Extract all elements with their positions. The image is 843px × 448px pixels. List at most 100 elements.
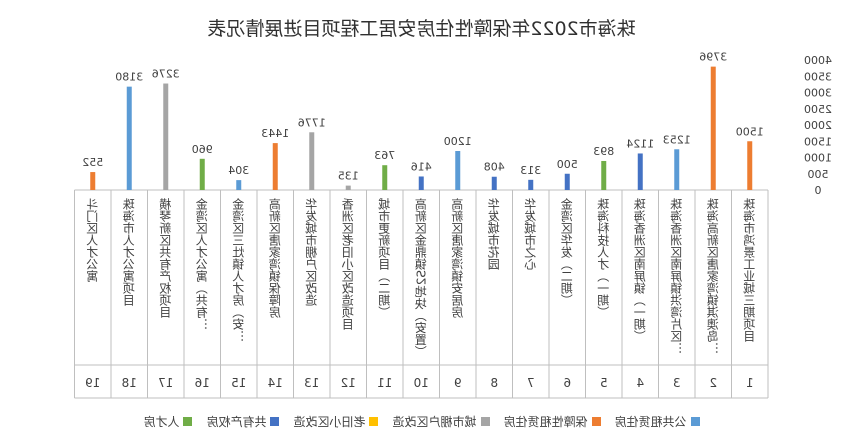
data-label: 135 [338,170,359,183]
category-index: 3 [673,376,681,390]
legend-label: 公共租赁住房 [614,414,687,429]
category-index: 5 [600,376,608,390]
category-index: 18 [122,376,137,390]
bar [236,180,242,190]
category-index: 8 [490,376,498,390]
y-tick-label: 4000 [804,54,832,67]
legend-swatch [369,416,379,426]
data-label: 1124 [626,137,654,150]
legend-label: 人才房 [143,414,180,429]
category-index: 10 [414,376,429,390]
data-label: 3276 [152,68,180,81]
category-label: 珠海科技人才（一期） [597,198,611,318]
data-label: 3796 [699,51,727,64]
legend-item: 共有产权房 [206,413,280,430]
category-label: 高新区唐家湾镇安居房 [451,197,465,318]
category-label: 金湾区华发（二期） [560,197,574,306]
legend-label: 保障性租赁住房 [503,414,588,429]
bar [674,149,680,190]
legend-swatch [690,416,700,426]
category-index: 11 [377,376,392,390]
category-index: 7 [527,376,535,390]
category-label: 横琴新区共有产权项目 [159,198,173,318]
category-label: 高新区唐家湾镇保障房 [268,197,282,318]
category-label: 珠海香洲区南屏镇洪湾片区… [670,198,684,354]
category-index: 16 [195,376,210,390]
bar [309,132,315,190]
data-label: 408 [484,161,505,174]
bar [90,172,96,190]
bar [455,151,461,190]
category-index: 4 [636,376,644,390]
legend-label: 共有产权房 [206,414,267,429]
legend-item: 老旧小区改造 [293,413,379,430]
data-label: 313 [520,164,541,177]
legend-swatch [480,416,490,426]
category-index: 6 [563,376,571,390]
y-tick-label: 1000 [804,152,832,165]
bar [747,141,753,190]
category-index: 15 [231,376,246,390]
bar [710,66,716,190]
category-label: 金湾区人才公寓（共有… [195,197,209,330]
category-index: 14 [268,376,283,390]
category-label: 城市更新项目（二期） [378,198,392,318]
category-label: 香洲区老旧小区改造项目 [341,198,355,330]
category-label: 珠海市人才公寓项目 [122,198,136,306]
category-label: 华发城市之心 [524,198,538,270]
data-label: 3180 [115,71,143,84]
category-index: 13 [304,376,319,390]
bar [199,158,205,190]
legend-swatch [183,416,193,426]
y-tick-label: 2000 [804,119,832,132]
data-label: 893 [593,145,614,158]
y-tick-label: 2500 [804,103,832,116]
legend-item: 公共租赁住房 [615,413,700,430]
bar [163,83,169,190]
category-index: 12 [341,376,356,390]
bar [418,176,424,190]
bar [345,185,351,190]
bar [528,179,534,190]
category-index: 2 [709,376,717,390]
bar [637,153,643,190]
category-index: 9 [454,376,462,390]
data-label: 1200 [444,135,472,148]
legend-swatch [270,416,280,426]
category-label: 华发城市花园 [487,198,501,271]
data-label: 763 [374,149,395,162]
bar [272,143,278,190]
y-tick-label: 0 [815,184,822,197]
y-tick-label: 500 [808,168,829,181]
y-tick-label: 3500 [804,70,832,83]
category-label: 金湾区三灶镇人才房（安… [232,197,246,342]
data-label: 500 [557,158,578,171]
data-label: 552 [82,156,103,169]
y-tick-label: 1500 [804,135,832,148]
data-label: 1500 [736,125,764,138]
legend-item: 人才房 [143,413,193,430]
category-label: 华发城市棚户区改造 [305,198,319,306]
data-label: 1253 [663,133,691,146]
legend-label: 城市棚户区改造 [392,414,477,429]
legend-item: 城市棚户区改造 [393,413,490,430]
legend-label: 老旧小区改造 [293,414,366,429]
legend-item: 保障性租赁住房 [504,413,601,430]
category-label: 珠海市鸿景工业城三期项目 [743,198,757,342]
data-label: 960 [192,143,213,156]
data-label: 304 [228,164,249,177]
bar [564,173,570,190]
bar [491,176,497,190]
category-index: 19 [85,376,100,390]
bar [382,165,388,190]
category-index: 17 [158,376,173,390]
category-index: 1 [746,376,754,390]
data-label: 416 [411,160,432,173]
category-label: 珠海香洲区南屏镇（一期） [633,198,647,342]
bar [126,86,132,190]
bar [601,160,607,190]
data-label: 1443 [261,127,289,140]
data-label: 1776 [298,116,326,129]
